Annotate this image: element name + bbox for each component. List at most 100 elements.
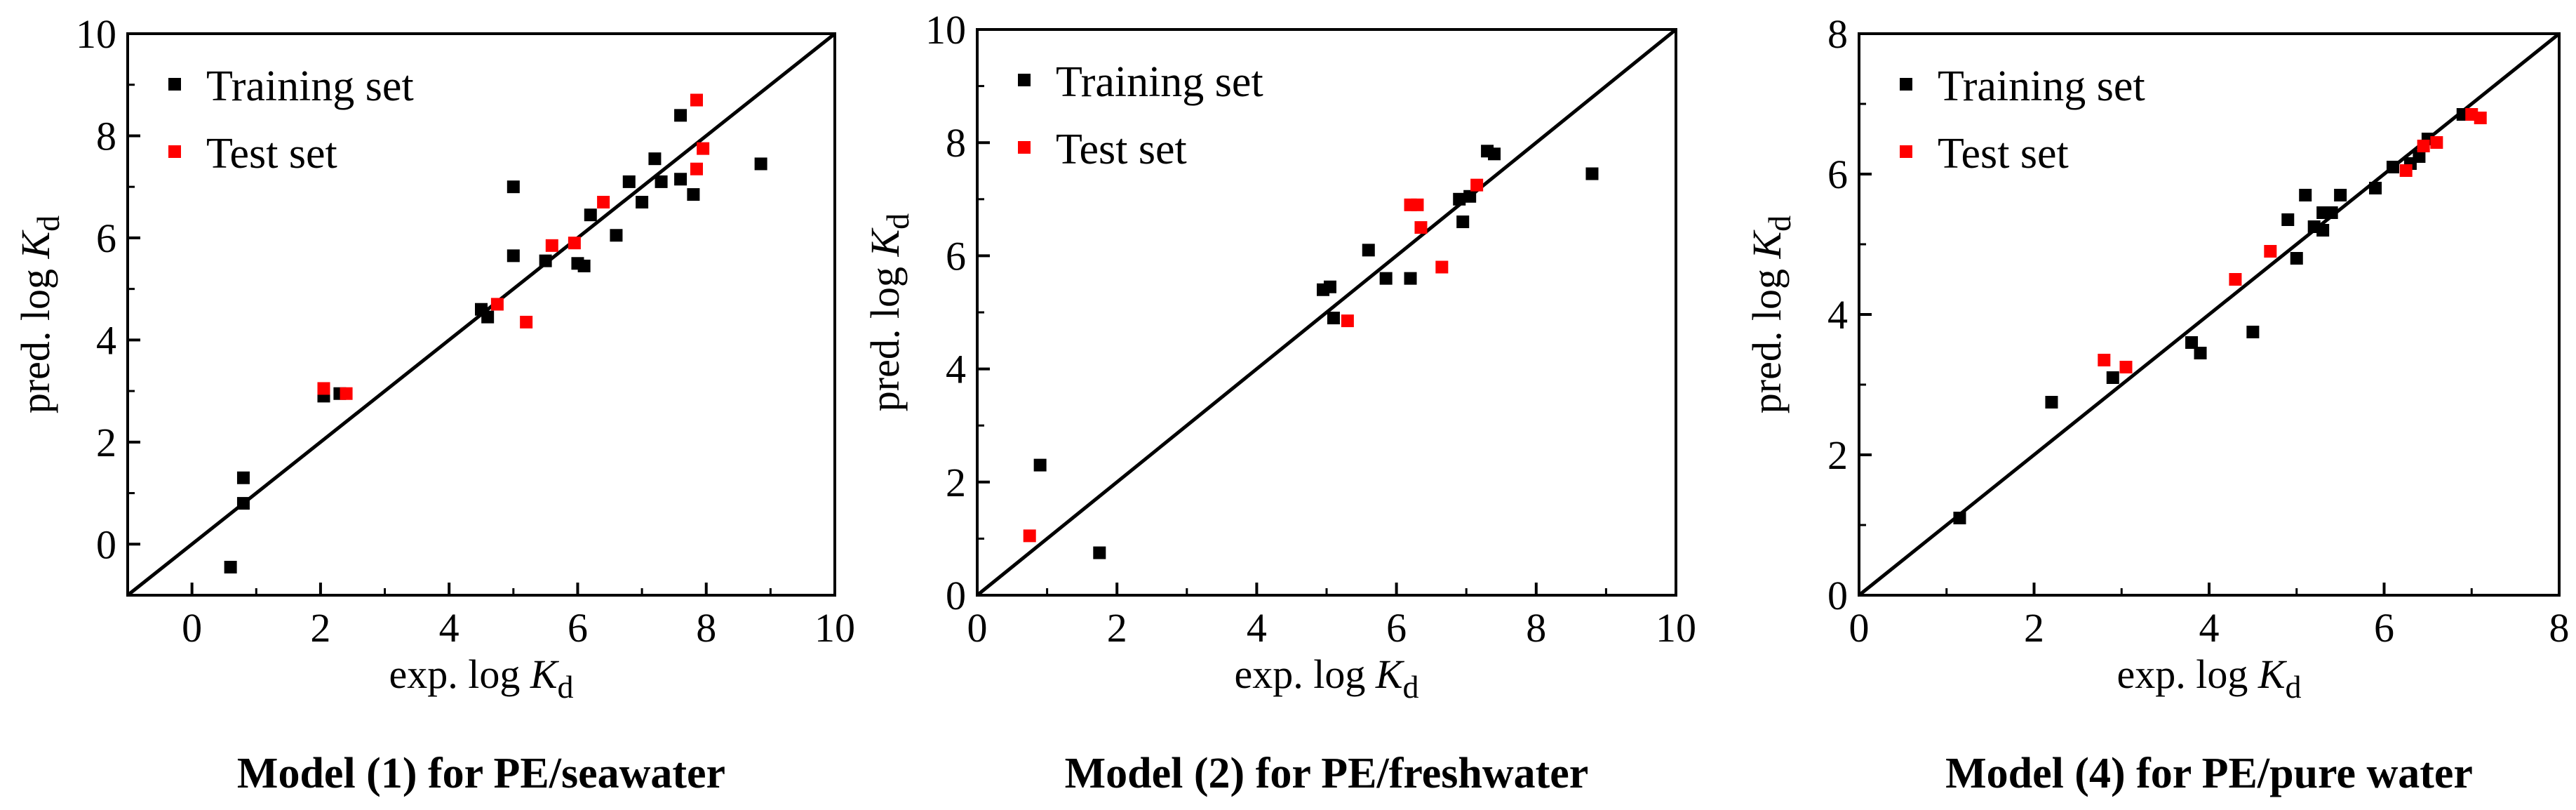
legend-marker-2 <box>168 145 181 158</box>
test-point <box>2229 273 2242 286</box>
training-point <box>1379 272 1393 285</box>
training-point <box>236 497 250 510</box>
training-point <box>2413 150 2426 163</box>
panel-title: Model (2) for PE/freshwater <box>1065 750 1589 797</box>
training-point <box>2386 161 2399 173</box>
y-tick-label: 8 <box>1827 11 1848 57</box>
legend-marker-2 <box>1018 141 1031 154</box>
training-point <box>1488 147 1501 161</box>
training-point <box>2185 336 2199 349</box>
x-axis-label: exp. log Kd <box>1234 651 1418 705</box>
y-axis-label: pred. log Kd <box>1744 215 1797 413</box>
test-point <box>2474 112 2487 124</box>
test-point <box>2430 136 2443 149</box>
x-tick-label: 8 <box>2549 605 2570 651</box>
training-point <box>224 561 237 573</box>
x-tick-label: 0 <box>967 605 988 651</box>
legend-marker-1 <box>1018 74 1031 86</box>
y-tick-label: 0 <box>1827 573 1848 618</box>
training-point <box>1327 312 1340 325</box>
panel-title: Model (4) for PE/pure water <box>1945 750 2473 797</box>
training-point <box>1585 167 1599 180</box>
training-point <box>687 188 700 201</box>
plot-frame <box>126 32 836 597</box>
test-point <box>1414 221 1428 234</box>
y-axis-label: pred. log Kd <box>862 213 915 411</box>
x-tick-label: 4 <box>2199 605 2220 651</box>
test-point <box>545 239 558 252</box>
training-point <box>2369 182 2382 194</box>
y-tick-label: 4 <box>1827 292 1848 338</box>
training-point <box>674 173 687 186</box>
x-tick-label: 2 <box>2024 605 2044 651</box>
y-tick-label: 2 <box>1827 432 1848 478</box>
test-point <box>597 196 610 208</box>
legend-label-2: Test set <box>206 130 337 178</box>
y-tick-label: 8 <box>96 113 116 159</box>
test-point <box>690 162 703 175</box>
training-point <box>1453 192 1466 206</box>
training-point <box>577 259 591 272</box>
training-point <box>1953 512 1966 524</box>
chart-panel-1: 0 2 4 6 8 10 0 2 4 6 8 10 exp. log Kd pred. log Kd Tra… <box>13 11 855 797</box>
training-point <box>539 254 552 267</box>
test-point <box>1023 529 1036 543</box>
training-point <box>1033 458 1047 472</box>
training-point <box>2325 206 2338 219</box>
training-point <box>1362 244 1375 257</box>
legend-label-1: Training set <box>1938 62 2145 110</box>
training-point <box>507 249 520 263</box>
y-tick-label: 0 <box>96 522 116 567</box>
y-tick-label: 4 <box>946 347 966 392</box>
chart-panel-2: 0 2 4 6 8 10 0 2 4 6 8 10 exp. log Kd pred. log Kd Tra… <box>862 7 1696 797</box>
x-tick-label: 10 <box>1656 605 1696 651</box>
x-tick-label: 6 <box>2374 605 2394 651</box>
x-tick-label: 8 <box>1526 605 1546 651</box>
test-point <box>1341 314 1354 328</box>
training-point <box>2045 396 2058 409</box>
training-point <box>236 471 250 484</box>
legend-marker-2 <box>1900 145 1912 158</box>
legend-label-2: Test set <box>1056 126 1187 173</box>
y-tick-label: 2 <box>946 460 966 505</box>
panel-title: Model (1) for PE/seawater <box>237 750 725 797</box>
x-tick-label: 4 <box>1247 605 1267 651</box>
test-point <box>1411 198 1424 211</box>
legend-marker-1 <box>1900 78 1912 91</box>
y-tick-label: 10 <box>76 11 116 57</box>
training-point <box>754 157 767 171</box>
training-point <box>507 180 520 194</box>
training-point <box>1404 272 1417 285</box>
x-tick-label: 2 <box>1107 605 1127 651</box>
test-point <box>2417 140 2430 152</box>
x-tick-label: 6 <box>1386 605 1407 651</box>
training-point <box>674 109 687 122</box>
diagonal-line <box>977 29 1676 595</box>
x-tick-label: 4 <box>439 605 459 651</box>
training-point <box>2194 347 2207 359</box>
training-point <box>2316 224 2330 237</box>
legend-label-1: Training set <box>1056 58 1263 106</box>
training-point <box>1093 546 1106 559</box>
test-point <box>2264 245 2277 258</box>
test-point <box>520 315 533 328</box>
training-point <box>2290 252 2303 265</box>
x-tick-label: 6 <box>568 605 588 651</box>
test-point <box>2399 164 2413 177</box>
x-tick-label: 0 <box>182 605 202 651</box>
training-point <box>2334 189 2347 201</box>
x-tick-label: 2 <box>310 605 330 651</box>
training-point <box>648 152 662 166</box>
test-point <box>697 142 710 155</box>
y-tick-label: 2 <box>96 420 116 465</box>
test-point <box>568 237 581 250</box>
y-tick-label: 6 <box>946 233 966 279</box>
test-point <box>317 382 330 395</box>
test-point <box>1470 178 1484 192</box>
legend-label-2: Test set <box>1938 130 2069 178</box>
training-point <box>2246 326 2260 338</box>
chart-panel-3: 0 2 4 6 8 0 2 4 6 8 exp. log Kd pred. log Kd Trainin… <box>1744 11 2570 797</box>
training-point <box>1456 215 1470 229</box>
x-tick-label: 10 <box>814 605 855 651</box>
